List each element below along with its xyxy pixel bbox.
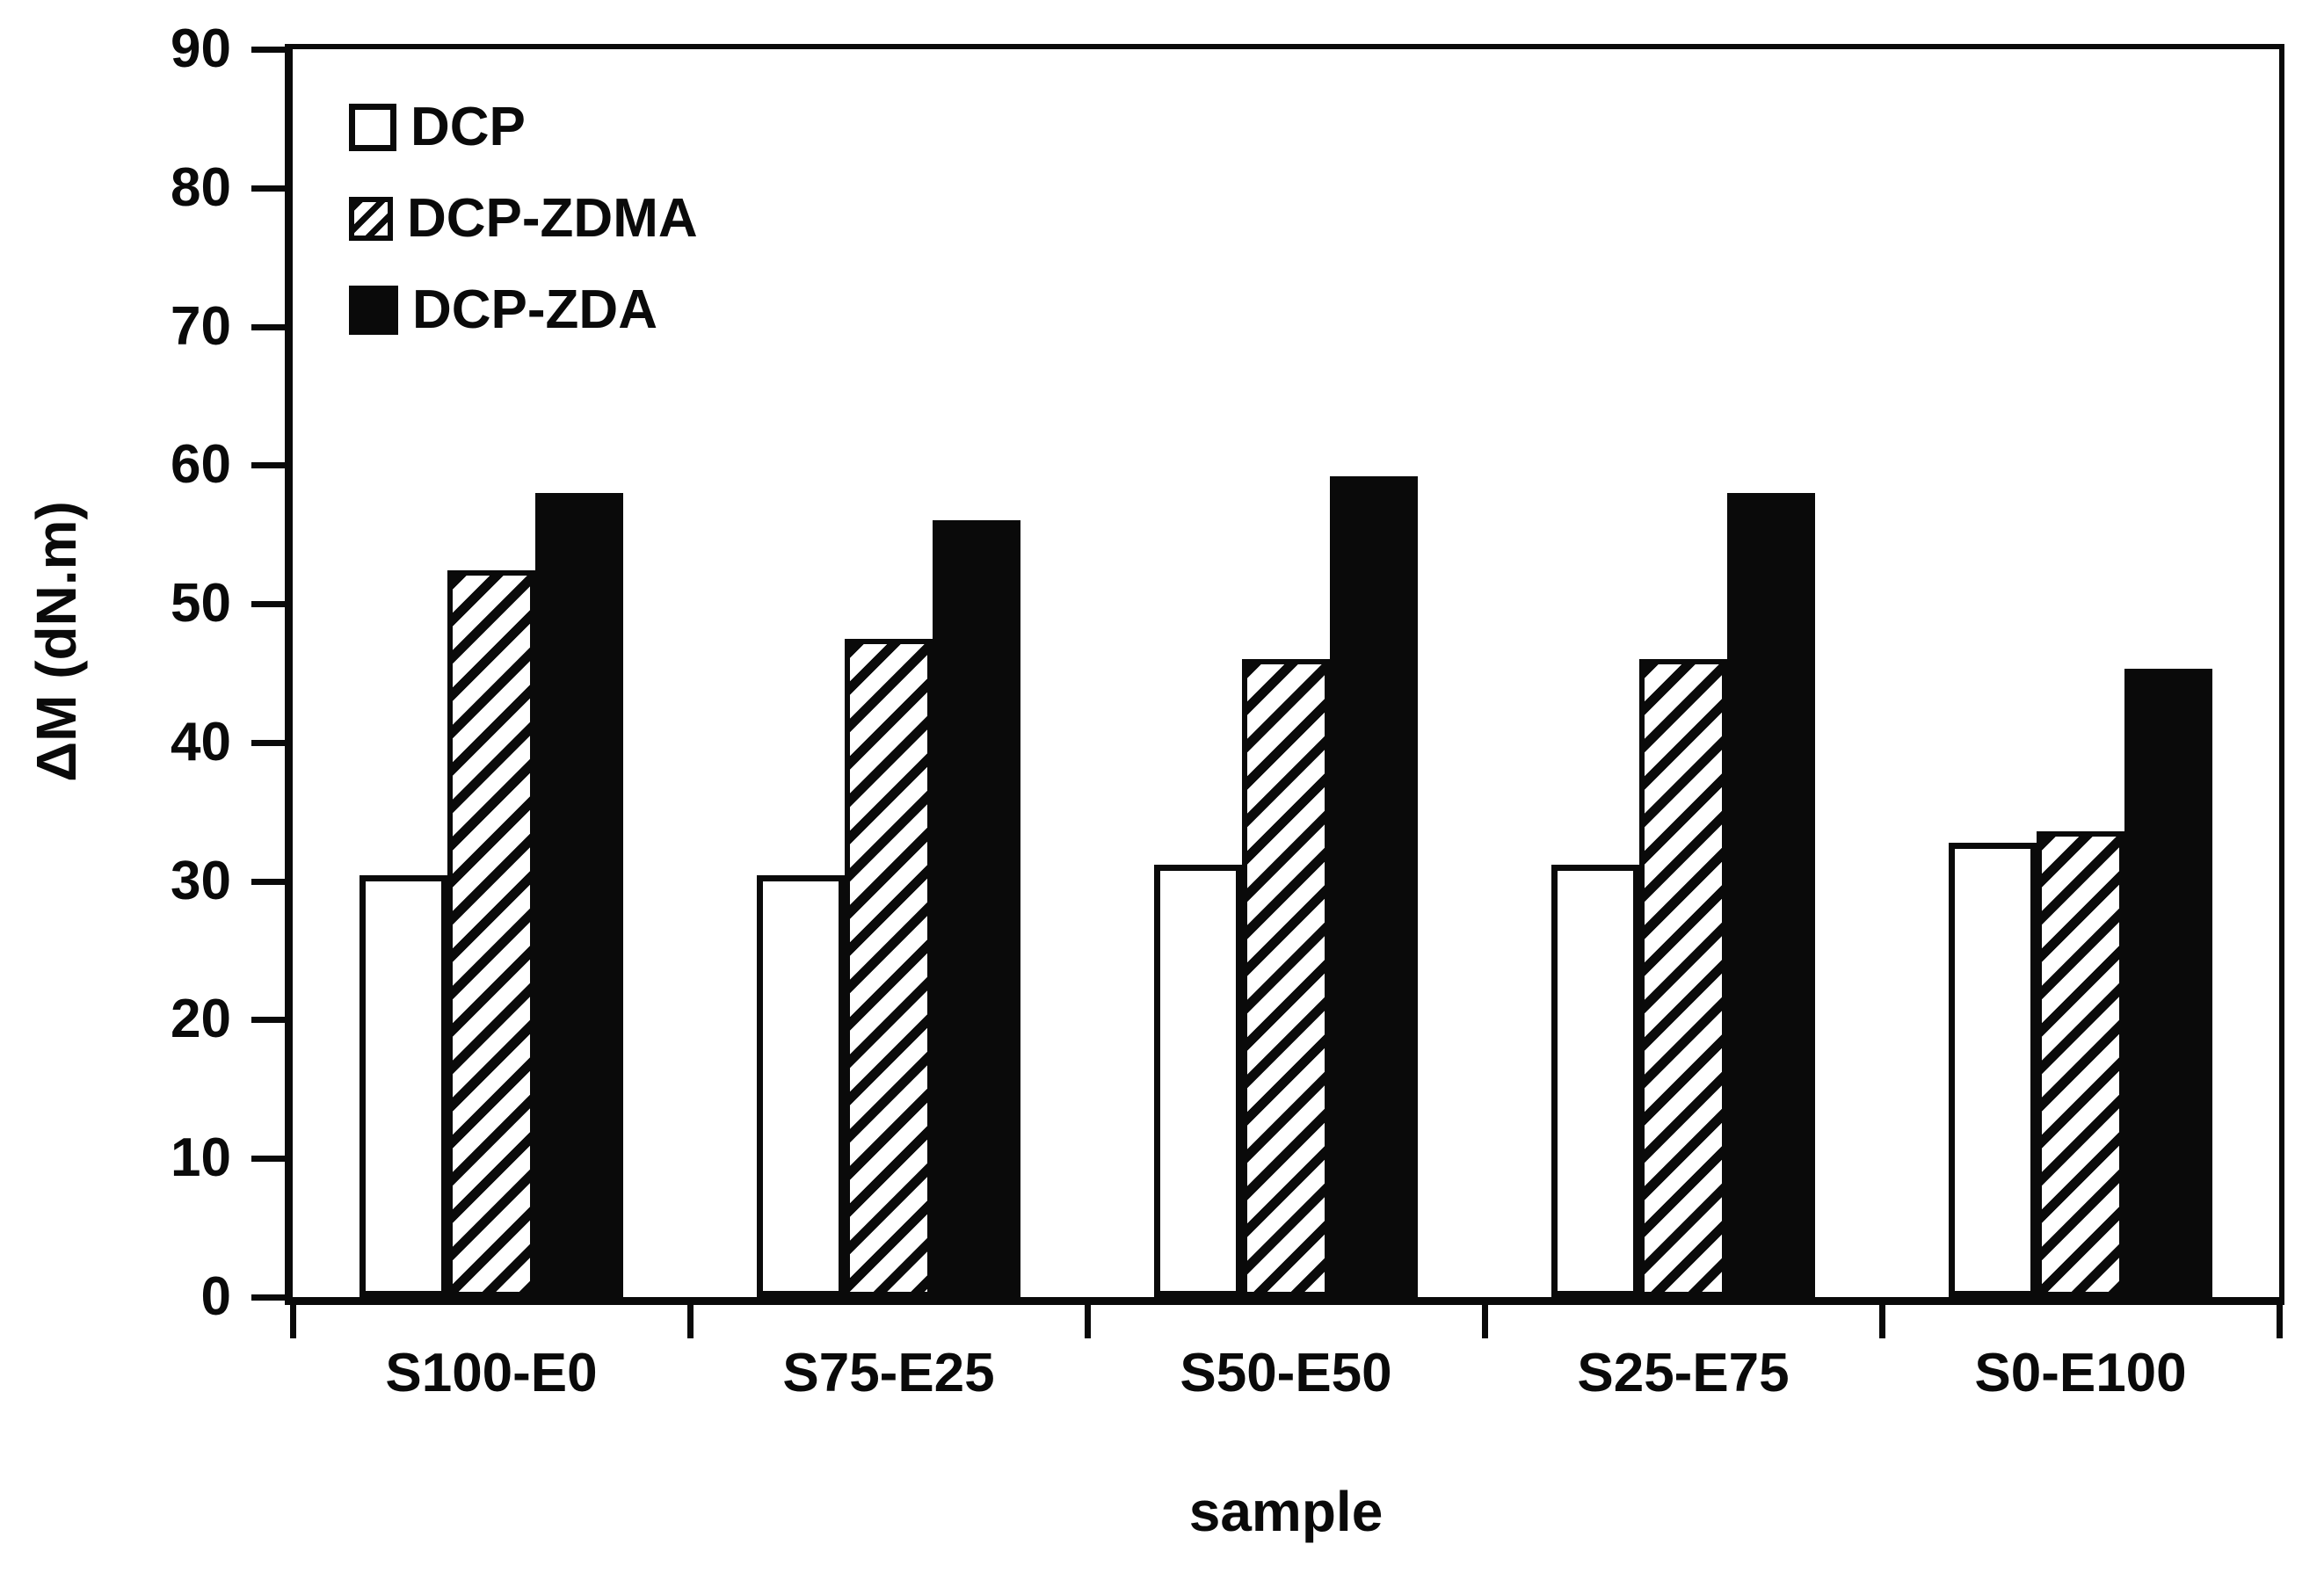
y-tick-label-60: 60 (171, 434, 231, 496)
plot-area: 0 10 20 30 40 50 60 70 80 90 DCP DCP-ZDMA DCP-ZDA (171, 22, 2284, 1338)
bar-DCP-ZDMA-S75-E25 (845, 638, 933, 1297)
y-tick-80 (251, 185, 285, 192)
bar-DCP-ZDMA-S50-E50 (1242, 659, 1330, 1297)
legend-swatch-black-icon (349, 286, 398, 335)
y-tick-10 (251, 1156, 285, 1163)
y-tick-label-80: 80 (171, 156, 231, 218)
bar-DCP-ZDA-S50-E50 (1330, 475, 1418, 1297)
y-tick-40 (251, 739, 285, 746)
legend-swatch-white-icon (349, 104, 396, 151)
y-tick-label-90: 90 (171, 18, 231, 79)
y-tick-label-50: 50 (171, 573, 231, 634)
legend-label: DCP (410, 97, 526, 157)
legend-item-dcp-zdma: DCP-ZDMA (349, 192, 698, 246)
bar-DCP-ZDA-S25-E75 (1727, 492, 1815, 1297)
y-tick-label-10: 10 (171, 1127, 231, 1189)
x-tick-4 (1878, 1297, 1885, 1338)
x-tick-3 (1481, 1297, 1488, 1338)
y-tick-20 (251, 1017, 285, 1024)
bar-DCP-ZDMA-S25-E75 (1639, 659, 1727, 1297)
bar-DCP-ZDMA-S100-E0 (447, 570, 535, 1297)
x-axis-title: sample (1188, 1480, 1384, 1543)
y-tick-label-40: 40 (171, 711, 231, 772)
legend-label: DCP-ZDMA (407, 188, 698, 249)
bar-DCP-S100-E0 (359, 875, 447, 1297)
legend: DCP DCP-ZDMA DCP-ZDA (349, 100, 698, 374)
x-category-label-S100-E0: S100-E0 (385, 1343, 598, 1403)
bar-DCP-S50-E50 (1154, 864, 1242, 1297)
y-tick-60 (251, 462, 285, 469)
bar-DCP-S25-E75 (1551, 864, 1639, 1297)
legend-label: DCP-ZDA (412, 279, 657, 340)
bar-DCP-ZDA-S100-E0 (535, 492, 623, 1297)
y-tick-30 (251, 878, 285, 885)
bar-DCP-ZDMA-S0-E100 (2037, 830, 2124, 1297)
bar-DCP-ZDA-S0-E100 (2124, 669, 2212, 1297)
legend-item-dcp-zda: DCP-ZDA (349, 283, 698, 337)
y-tick-label-30: 30 (171, 850, 231, 911)
bar-DCP-ZDA-S75-E25 (933, 520, 1020, 1297)
x-tick-2 (1084, 1297, 1091, 1338)
x-category-label-S50-E50: S50-E50 (1180, 1343, 1392, 1403)
x-tick-1 (686, 1297, 694, 1338)
legend-swatch-hatched-icon (349, 197, 393, 241)
y-tick-label-0: 0 (200, 1266, 231, 1327)
x-category-label-S25-E75: S25-E75 (1577, 1343, 1790, 1403)
x-tick-5 (2276, 1297, 2283, 1338)
y-tick-90 (251, 47, 285, 53)
y-tick-70 (251, 323, 285, 330)
bar-DCP-S75-E25 (757, 875, 845, 1297)
y-tick-0 (251, 1294, 285, 1301)
x-category-label-S75-E25: S75-E25 (782, 1343, 995, 1403)
y-tick-50 (251, 601, 285, 608)
y-tick-label-70: 70 (171, 295, 231, 357)
y-tick-label-20: 20 (171, 989, 231, 1050)
legend-item-dcp: DCP (349, 100, 698, 155)
x-tick-0 (289, 1297, 296, 1338)
bar-DCP-S0-E100 (1949, 842, 2037, 1297)
x-category-label-S0-E100: S0-E100 (1974, 1343, 2187, 1403)
